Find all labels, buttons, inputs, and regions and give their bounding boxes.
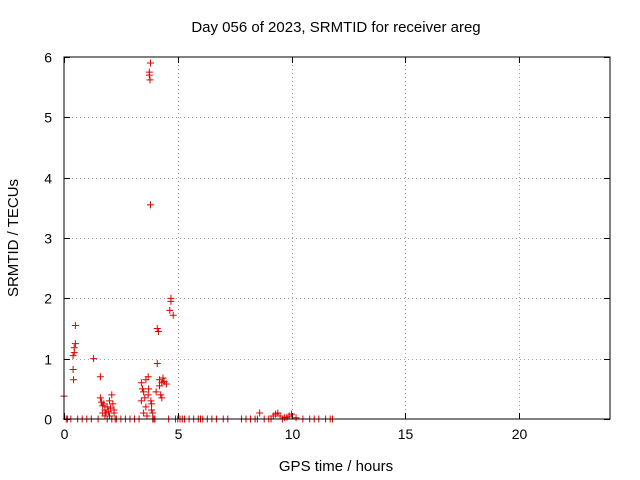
data-point	[109, 400, 117, 408]
data-point	[147, 397, 155, 405]
data-point	[167, 294, 175, 302]
data-point	[145, 385, 153, 393]
chart-title: Day 056 of 2023, SRMTID for receiver are…	[191, 19, 480, 36]
data-point	[96, 373, 104, 381]
data-point	[69, 366, 77, 374]
data-point	[153, 359, 161, 367]
data-point	[110, 406, 118, 414]
data-point	[157, 391, 165, 399]
y-tick-label: 1	[44, 352, 52, 368]
data-point	[106, 397, 113, 405]
data-point	[288, 410, 295, 418]
data-point	[140, 388, 148, 396]
y-tick-label: 0	[44, 412, 52, 428]
plot-frame	[63, 56, 611, 420]
y-tick-label: 6	[44, 50, 52, 66]
data-point	[137, 397, 145, 405]
y-tick-label: 2	[44, 291, 52, 307]
data-point	[143, 412, 151, 420]
data-point	[145, 71, 153, 79]
data-point	[144, 391, 152, 399]
y-tick-label: 4	[44, 171, 52, 187]
data-point	[100, 400, 108, 408]
data-point	[103, 403, 111, 411]
tick-labels: 0 5 10 15 20 0 1 2 3 4 5 6	[44, 50, 527, 443]
data-point	[152, 388, 160, 396]
y-tick-label: 5	[44, 110, 52, 126]
data-point	[144, 373, 152, 381]
data-point	[154, 328, 162, 336]
data-point	[146, 76, 154, 84]
data-point	[99, 402, 107, 410]
data-point	[69, 352, 77, 360]
y-axis-label: SRMTID / TECUs	[5, 179, 22, 297]
data-point	[70, 376, 78, 384]
x-tick-label: 15	[398, 426, 414, 442]
data-point	[107, 404, 115, 412]
data-point	[140, 409, 148, 417]
data-point	[162, 380, 170, 388]
data-point	[256, 409, 264, 417]
data-point	[137, 379, 145, 387]
x-axis-label: GPS time / hours	[279, 458, 393, 475]
data-point	[148, 406, 156, 414]
data-point	[146, 201, 154, 209]
data-point	[108, 391, 116, 399]
data-point	[70, 349, 78, 357]
data-point	[96, 394, 104, 402]
x-tick-label: 5	[175, 426, 183, 442]
data-point	[138, 385, 146, 393]
data-point	[142, 403, 150, 411]
data-point	[153, 325, 161, 332]
data-point	[141, 394, 149, 402]
y-tick-label: 3	[44, 231, 52, 247]
data-point	[71, 321, 79, 329]
x-tick-label: 0	[61, 426, 69, 442]
data-point	[158, 394, 166, 402]
data-point	[90, 355, 98, 363]
grid	[64, 57, 610, 419]
data-point	[71, 340, 79, 348]
data-point	[169, 311, 177, 319]
x-tick-label: 20	[512, 426, 528, 442]
x-tick-label: 10	[285, 426, 301, 442]
data-point	[149, 409, 157, 417]
data-point	[104, 408, 112, 416]
data-point	[166, 306, 174, 314]
data-point	[148, 400, 156, 408]
data-point	[292, 414, 300, 422]
data-point	[159, 374, 167, 382]
data-point	[146, 59, 154, 67]
